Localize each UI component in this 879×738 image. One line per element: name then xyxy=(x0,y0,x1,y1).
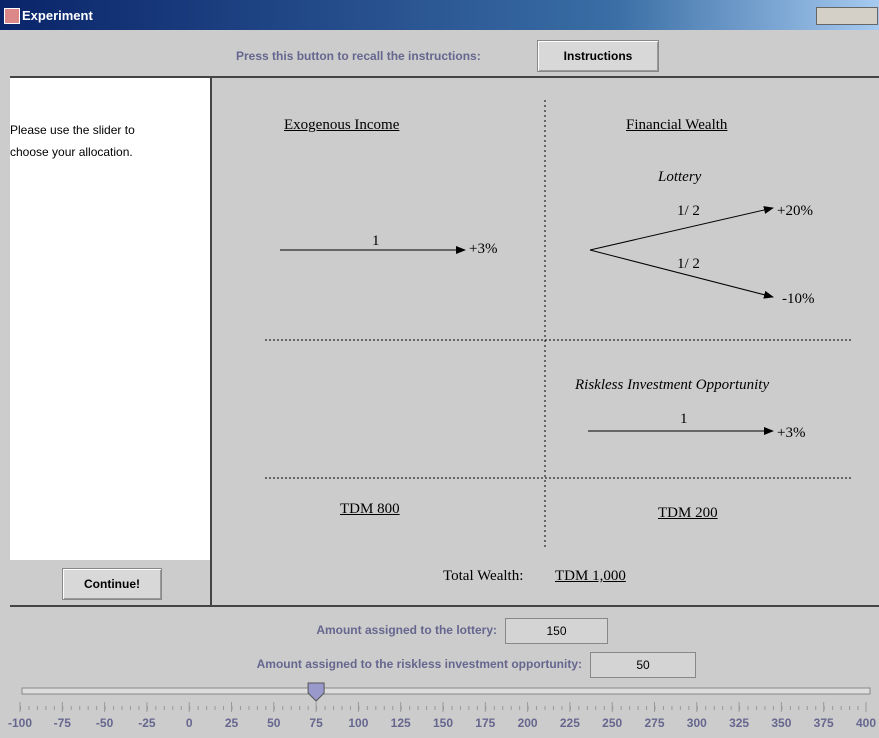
slider-track xyxy=(21,687,871,695)
slider-tick-label: 150 xyxy=(433,716,453,730)
slider-tick-label: 200 xyxy=(518,716,538,730)
slider-tick-label: -100 xyxy=(8,716,32,730)
lottery-label: Lottery xyxy=(658,169,702,185)
slider-tick-label: 75 xyxy=(309,716,323,730)
slider-tick-label: 0 xyxy=(186,716,193,730)
sidebar xyxy=(10,78,210,560)
window-icon xyxy=(4,8,20,24)
riskless-amount-label: Amount assigned to the riskless investme… xyxy=(256,657,582,671)
slider-tick-label: 25 xyxy=(225,716,239,730)
probability: 1/ 2 xyxy=(677,203,700,219)
title-bar xyxy=(0,0,879,30)
slider-tick-label: 300 xyxy=(687,716,707,730)
slider-tick-label: 275 xyxy=(644,716,664,730)
lottery-amount-label: Amount assigned to the lottery: xyxy=(316,623,497,637)
riskless-amount-field[interactable]: 50 xyxy=(590,652,696,678)
slider-tick-label: 50 xyxy=(267,716,281,730)
slider-tick-label: 100 xyxy=(348,716,368,730)
arrow xyxy=(589,206,774,251)
amount: TDM 200 xyxy=(658,505,718,521)
total-label: Total Wealth: xyxy=(443,568,524,584)
outcome: +3% xyxy=(777,425,806,441)
outcome: +3% xyxy=(469,241,498,257)
slider-tick-label: 250 xyxy=(602,716,622,730)
arrow xyxy=(589,249,774,299)
panel-border xyxy=(210,78,212,606)
probability: 1 xyxy=(372,233,380,249)
probability: 1/ 2 xyxy=(677,256,700,272)
sidebar-text: choose your allocation. xyxy=(10,145,133,159)
divider xyxy=(10,605,879,607)
riskless-label: Riskless Investment Opportunity xyxy=(575,377,770,393)
instructions-prompt: Press this button to recall the instruct… xyxy=(236,49,481,63)
amount: TDM 800 xyxy=(340,501,400,517)
sidebar-text: Please use the slider to xyxy=(10,123,135,137)
slider-tick-label: 325 xyxy=(729,716,749,730)
slider-tick-label: -75 xyxy=(54,716,72,730)
window-buttons[interactable] xyxy=(816,7,878,25)
slider-tick-label: 350 xyxy=(771,716,791,730)
slider-tick-label: 225 xyxy=(560,716,580,730)
probability: 1 xyxy=(680,411,688,427)
lottery-amount-field[interactable]: 150 xyxy=(505,618,608,644)
total-amount: TDM 1,000 xyxy=(555,568,626,584)
slider-thumb[interactable] xyxy=(307,682,325,702)
instructions-button[interactable]: Instructions xyxy=(537,40,659,72)
divider xyxy=(10,76,879,78)
heading: Exogenous Income xyxy=(284,117,400,133)
slider-tick-label: 175 xyxy=(475,716,495,730)
slider-tick-label: -25 xyxy=(138,716,156,730)
slider-tick-label: 125 xyxy=(391,716,411,730)
continue-button[interactable]: Continue! xyxy=(62,568,162,600)
outcome: +20% xyxy=(777,203,813,219)
outcome: -10% xyxy=(782,291,815,307)
window-title: Experiment xyxy=(22,8,93,23)
heading: Financial Wealth xyxy=(626,117,728,133)
slider-tick-label: 400 xyxy=(856,716,876,730)
slider-tick-label: 375 xyxy=(814,716,834,730)
slider-tick-label: -50 xyxy=(96,716,114,730)
